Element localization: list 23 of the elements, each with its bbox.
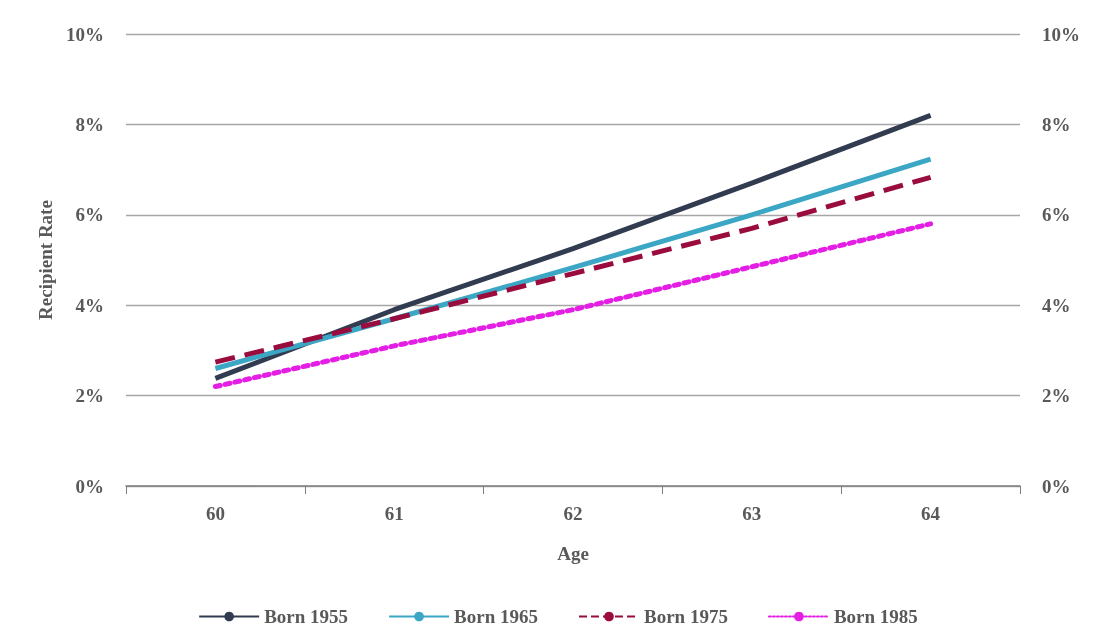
y2-tick-label: 8% <box>1042 113 1071 135</box>
x-tick-label: 60 <box>205 503 225 524</box>
y-tick-label: 0% <box>75 475 104 497</box>
x-tick-label: 63 <box>742 503 762 524</box>
y-tick-label: 2% <box>75 385 104 407</box>
y2-tick-label: 0% <box>1042 475 1071 497</box>
x-tick-label: 64 <box>921 503 941 524</box>
legend-label: Born 1975 <box>644 606 728 627</box>
legend-label: Born 1955 <box>264 606 349 627</box>
legend-label: Born 1965 <box>454 606 539 627</box>
x-axis-title: Age <box>557 543 589 564</box>
y2-tick-label: 4% <box>1042 294 1071 316</box>
y-tick-label: 6% <box>75 204 104 226</box>
y2-tick-label: 2% <box>1042 385 1071 407</box>
y-tick-label: 4% <box>75 294 104 316</box>
y2-tick-label: 6% <box>1042 204 1071 226</box>
y-tick-label: 10% <box>66 23 104 45</box>
y2-tick-label: 10% <box>1042 23 1080 45</box>
x-tick-label: 61 <box>384 503 404 524</box>
legend-label: Born 1985 <box>833 606 918 627</box>
y-tick-label: 8% <box>75 113 104 135</box>
y-axis-title: Recipient Rate <box>35 200 57 320</box>
x-tick-label: 62 <box>563 503 583 524</box>
